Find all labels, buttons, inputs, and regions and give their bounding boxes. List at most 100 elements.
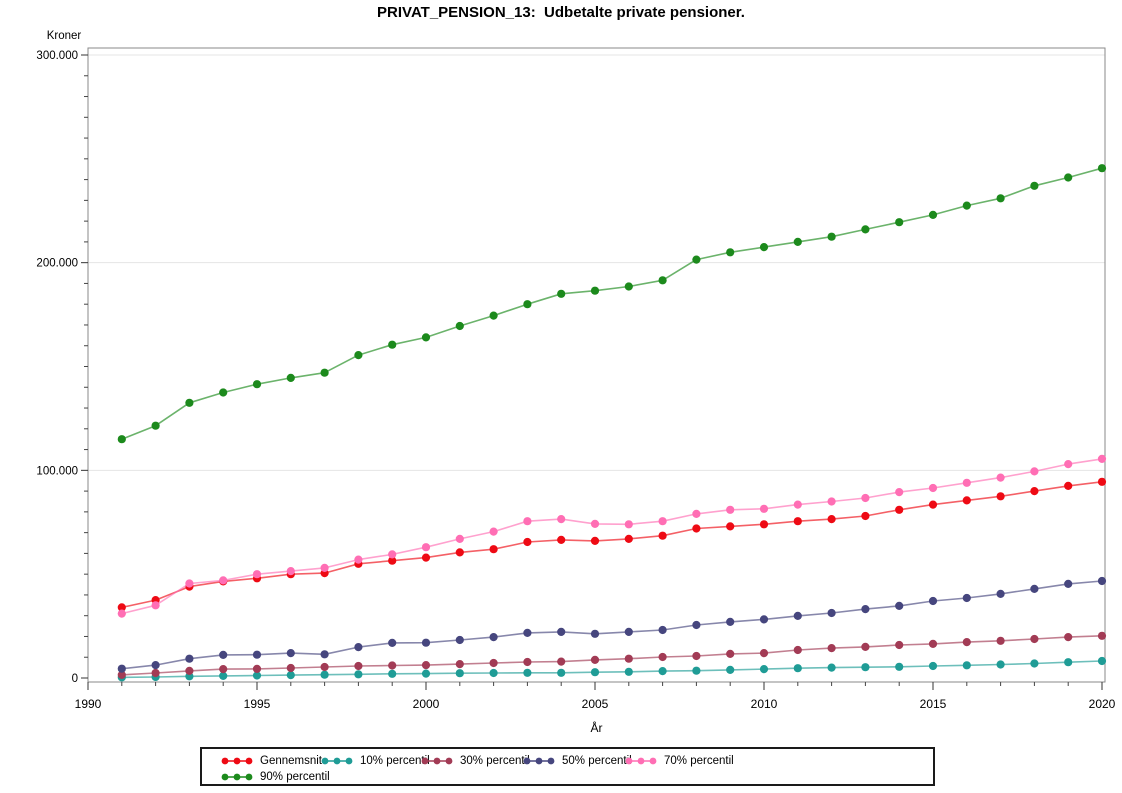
series-marker-50-percentil [726,617,735,627]
legend-marker-icon [233,757,241,765]
series-marker-gennemsnit [793,517,802,526]
legend-label: 10% percentil [360,755,430,767]
series-marker-90-percentil [726,248,735,257]
series-marker-70-percentil [793,500,802,509]
series-marker-90-percentil [1064,173,1073,182]
series-marker-90-percentil [117,435,126,444]
series-marker-70-percentil [117,609,126,618]
series-line-gennemsnit [121,481,1103,609]
series-marker-90-percentil [421,333,431,342]
series-marker-50-percentil [692,620,701,630]
series-marker-30-percentil [590,655,600,665]
series-marker-30-percentil [252,664,262,674]
series-marker-90-percentil [252,380,262,389]
legend-marker-icon [333,757,341,765]
series-marker-70-percentil [388,550,397,559]
series-marker-10-percentil [489,668,498,678]
plot-frame [87,47,1106,683]
series-marker-70-percentil [590,519,600,529]
series-marker-30-percentil [523,657,532,667]
series-marker-70-percentil [962,478,971,487]
series-marker-gennemsnit [1064,481,1073,490]
series-marker-90-percentil [590,286,600,295]
series-marker-30-percentil [1097,631,1107,640]
series-marker-gennemsnit [624,534,633,544]
series-marker-70-percentil [1097,454,1107,463]
series-marker-70-percentil [421,543,431,552]
legend-label: 30% percentil [460,755,530,767]
series-marker-90-percentil [523,300,532,309]
series-marker-30-percentil [421,661,431,670]
series-line-70-percentil [121,458,1103,615]
series-marker-50-percentil [658,625,667,635]
series-marker-gennemsnit [759,520,769,529]
legend-swatch-icon [221,773,253,781]
legend-item: 50% percentil [522,753,632,769]
legend-marker-icon [245,757,253,765]
series-marker-30-percentil [962,638,971,647]
legend-swatch-icon [523,757,555,765]
series-marker-gennemsnit [455,548,464,557]
series-marker-10-percentil [523,668,532,677]
chart-title: PRIVAT_PENSION_13: Udbetalte private pen… [377,4,745,21]
series-marker-30-percentil [827,644,836,653]
series-marker-gennemsnit [996,492,1005,501]
series-marker-90-percentil [1030,181,1039,190]
series-marker-90-percentil [151,421,160,430]
y-axis-title: Kroner [46,30,82,42]
series-marker-30-percentil [692,651,701,661]
series-marker-gennemsnit [928,500,938,509]
series-marker-50-percentil [1030,584,1039,594]
series-marker-50-percentil [996,589,1005,599]
series-marker-70-percentil [219,576,228,585]
series-marker-70-percentil [759,504,769,513]
series-marker-gennemsnit [117,603,126,612]
series-marker-gennemsnit [962,496,971,505]
series-marker-gennemsnit [590,536,600,546]
legend-marker-icon [321,757,329,765]
series-marker-10-percentil [590,668,600,677]
series-marker-70-percentil [320,563,329,573]
series-marker-10-percentil [286,671,295,680]
series-marker-gennemsnit [895,505,904,514]
legend-item: 10% percentil [320,753,430,769]
series-marker-50-percentil [895,601,904,611]
series-marker-70-percentil [692,509,701,518]
series-marker-90-percentil [692,255,701,264]
y-tick-label: 100.000 [36,465,78,477]
legend-marker-icon [547,757,555,765]
series-marker-10-percentil [388,669,397,678]
series-marker-30-percentil [928,639,938,649]
series-marker-90-percentil [827,232,836,241]
series-marker-30-percentil [388,661,397,670]
series-marker-10-percentil [827,663,836,672]
series-marker-50-percentil [928,596,938,606]
series-marker-10-percentil [1064,658,1073,667]
series-marker-30-percentil [759,649,769,658]
series-marker-10-percentil [962,661,971,670]
series-marker-10-percentil [1097,656,1107,666]
legend-item: 30% percentil [420,753,530,769]
series-marker-50-percentil [117,664,126,673]
series-marker-90-percentil [895,218,904,227]
series-marker-90-percentil [455,321,464,331]
series-marker-10-percentil [692,666,701,675]
series-line-50-percentil [121,580,1103,670]
series-marker-10-percentil [895,662,904,671]
legend-marker-icon [421,757,429,765]
legend-label: 50% percentil [562,755,632,767]
series-marker-50-percentil [151,661,160,670]
legend-marker-icon [245,773,253,781]
series-marker-90-percentil [658,276,667,285]
series-marker-70-percentil [151,601,160,610]
series-marker-gennemsnit [489,545,498,554]
series-marker-30-percentil [861,642,870,652]
series-marker-gennemsnit [861,511,870,521]
series-marker-50-percentil [557,627,566,637]
series-marker-70-percentil [252,570,262,579]
series-marker-gennemsnit [1097,477,1107,486]
series-marker-50-percentil [962,593,971,603]
series-marker-90-percentil [388,340,397,349]
legend-marker-icon [433,757,441,765]
